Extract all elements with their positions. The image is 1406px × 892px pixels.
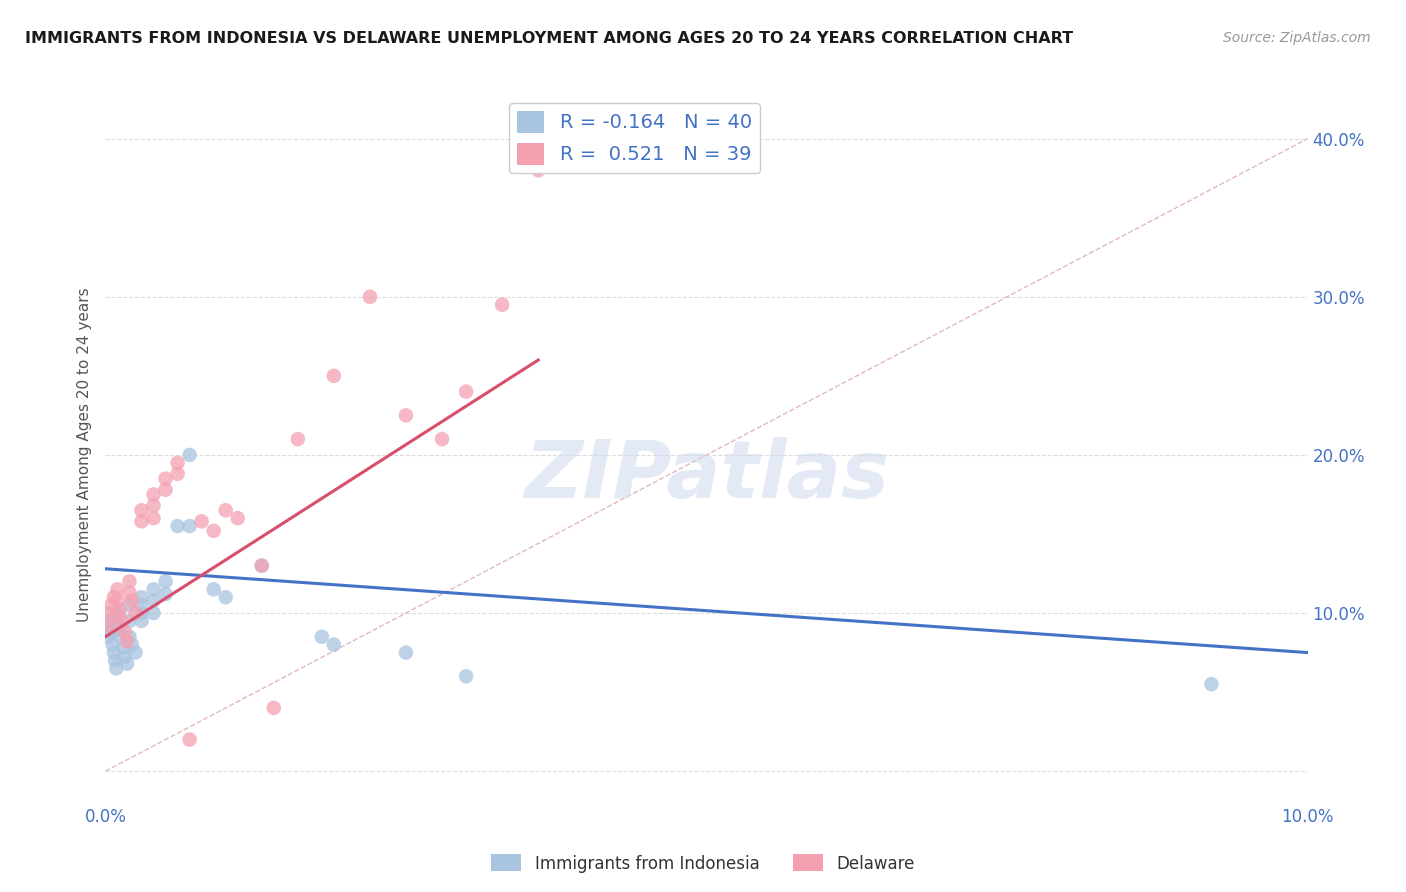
Text: IMMIGRANTS FROM INDONESIA VS DELAWARE UNEMPLOYMENT AMONG AGES 20 TO 24 YEARS COR: IMMIGRANTS FROM INDONESIA VS DELAWARE UN…	[25, 31, 1073, 46]
Point	[166, 467, 188, 481]
Point	[101, 638, 124, 652]
Point	[115, 634, 138, 648]
Point	[166, 519, 188, 533]
Point	[111, 614, 134, 628]
Point	[97, 606, 120, 620]
Point	[359, 290, 381, 304]
Point	[250, 558, 273, 573]
Point	[142, 511, 165, 525]
Point	[131, 598, 153, 612]
Point	[110, 630, 132, 644]
Legend: Immigrants from Indonesia, Delaware: Immigrants from Indonesia, Delaware	[485, 847, 921, 880]
Point	[155, 483, 177, 497]
Point	[322, 368, 344, 383]
Point	[105, 609, 128, 624]
Point	[98, 618, 121, 632]
Point	[263, 701, 285, 715]
Point	[104, 653, 127, 667]
Point	[179, 519, 201, 533]
Point	[142, 487, 165, 501]
Point	[121, 593, 143, 607]
Point	[202, 524, 225, 538]
Point	[430, 432, 453, 446]
Point	[103, 591, 125, 605]
Point	[179, 732, 201, 747]
Point	[131, 503, 153, 517]
Point	[112, 640, 135, 655]
Text: Source: ZipAtlas.com: Source: ZipAtlas.com	[1223, 31, 1371, 45]
Point	[214, 591, 236, 605]
Point	[124, 646, 146, 660]
Point	[114, 625, 136, 640]
Point	[118, 585, 141, 599]
Point	[121, 638, 143, 652]
Point	[105, 661, 128, 675]
Point	[155, 472, 177, 486]
Point	[214, 503, 236, 517]
Point	[527, 163, 550, 178]
Point	[100, 598, 122, 612]
Point	[118, 574, 141, 589]
Point	[311, 630, 333, 644]
Point	[108, 603, 131, 617]
Point	[155, 574, 177, 589]
Point	[202, 582, 225, 597]
Point	[155, 587, 177, 601]
Legend: R = -0.164   N = 40, R =  0.521   N = 39: R = -0.164 N = 40, R = 0.521 N = 39	[509, 103, 759, 173]
Text: ZIPatlas: ZIPatlas	[524, 437, 889, 515]
Point	[118, 614, 141, 628]
Point	[97, 630, 120, 644]
Point	[103, 646, 125, 660]
Point	[124, 606, 146, 620]
Point	[190, 514, 212, 528]
Point	[115, 657, 138, 671]
Point	[131, 514, 153, 528]
Point	[118, 598, 141, 612]
Point	[250, 558, 273, 573]
Point	[395, 409, 418, 423]
Point	[100, 625, 122, 640]
Point	[107, 593, 129, 607]
Point	[322, 638, 344, 652]
Point	[107, 582, 129, 597]
Point	[131, 606, 153, 620]
Point	[98, 618, 121, 632]
Point	[491, 298, 513, 312]
Point	[114, 650, 136, 665]
Point	[142, 499, 165, 513]
Point	[454, 669, 477, 683]
Point	[131, 614, 153, 628]
Point	[454, 384, 477, 399]
Point	[142, 593, 165, 607]
Point	[226, 511, 249, 525]
Point	[395, 646, 418, 660]
Point	[142, 582, 165, 597]
Point	[108, 622, 131, 636]
Point	[98, 614, 121, 628]
Y-axis label: Unemployment Among Ages 20 to 24 years: Unemployment Among Ages 20 to 24 years	[77, 287, 93, 623]
Point	[287, 432, 309, 446]
Point	[131, 591, 153, 605]
Point	[142, 606, 165, 620]
Point	[107, 606, 129, 620]
Point	[118, 630, 141, 644]
Point	[107, 614, 129, 628]
Point	[179, 448, 201, 462]
Point	[166, 456, 188, 470]
Point	[1201, 677, 1223, 691]
